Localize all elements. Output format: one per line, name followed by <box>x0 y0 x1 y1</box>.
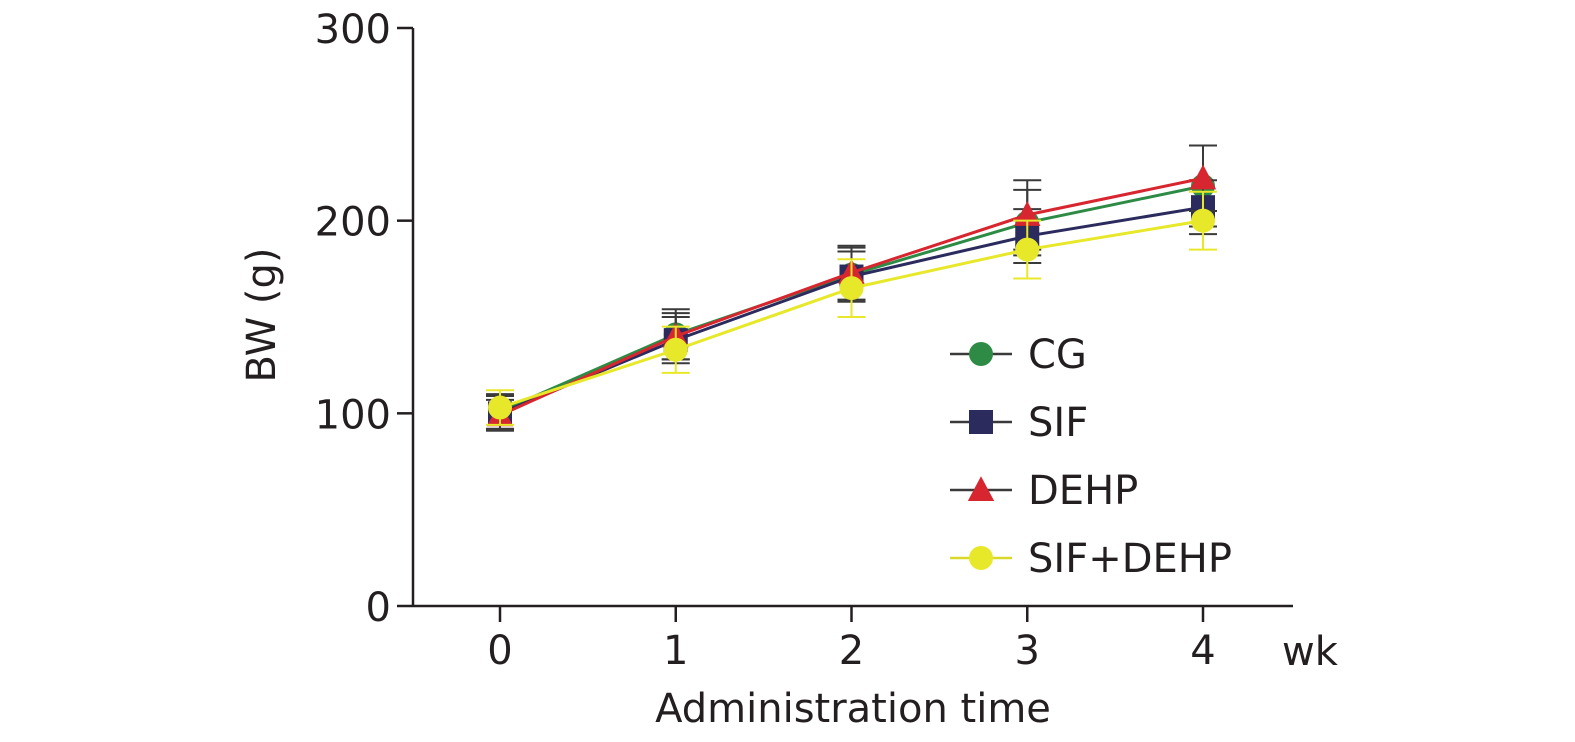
y-tick-label: 200 <box>315 200 391 246</box>
error-bars <box>486 190 1217 426</box>
legend-item: SIF <box>950 400 1088 446</box>
data-point <box>1189 164 1217 190</box>
data-point <box>1015 237 1040 262</box>
x-axis-title: Administration time <box>655 686 1051 732</box>
x-tick-label: 4 <box>1190 628 1215 674</box>
y-tick-label: 100 <box>315 392 391 438</box>
y-axis-title: BW (g) <box>239 248 285 383</box>
legend-label: SIF+DEHP <box>1028 536 1232 582</box>
legend-marker <box>967 476 995 502</box>
legend-label: DEHP <box>1028 468 1138 514</box>
plot-area <box>486 144 1217 432</box>
series-sif-dehp <box>486 190 1217 426</box>
x-tick-label: 0 <box>487 628 512 674</box>
legend: CG SIF DEHP SIF+DEHP <box>950 332 1232 582</box>
legend-label: CG <box>1028 332 1087 378</box>
legend-marker <box>969 410 993 434</box>
legend-marker <box>969 342 993 366</box>
legend-marker <box>969 546 993 570</box>
legend-item: CG <box>950 332 1087 378</box>
x-axis-unit: wk <box>1282 629 1339 675</box>
x-tick-label: 3 <box>1015 628 1040 674</box>
data-point <box>488 395 512 420</box>
legend-item: DEHP <box>950 468 1138 514</box>
axes: 0 100 200 300 0 1 2 3 4 <box>315 7 1293 674</box>
data-point <box>1191 208 1215 233</box>
legend-label: SIF <box>1028 400 1088 446</box>
x-tick-label: 2 <box>839 628 864 674</box>
data-point <box>839 276 864 301</box>
legend-item: SIF+DEHP <box>950 536 1232 582</box>
data-point <box>663 337 688 362</box>
y-tick-label: 300 <box>315 7 391 53</box>
y-tick-label: 0 <box>366 585 391 631</box>
x-tick-label: 1 <box>663 628 688 674</box>
